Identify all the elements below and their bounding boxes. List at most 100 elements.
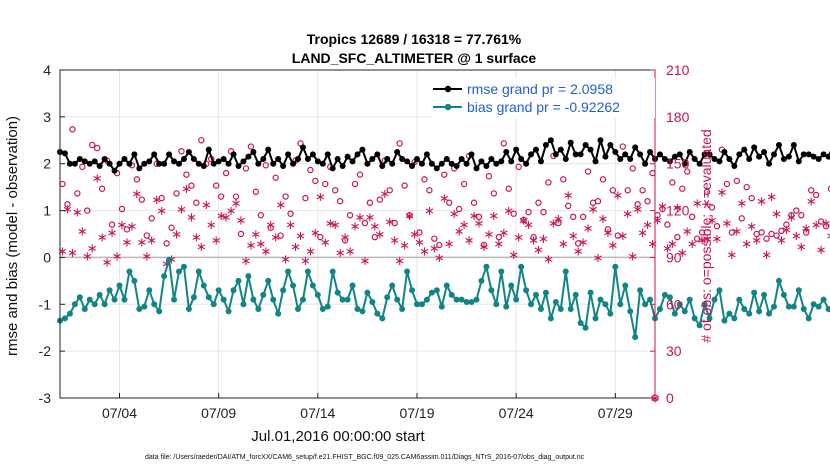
rmse-point (562, 156, 569, 163)
obs-evaluated-marker: ∗ (211, 234, 222, 249)
obs-possible-marker (123, 226, 131, 233)
bias-point (751, 289, 758, 296)
bias-point (756, 308, 763, 315)
bias-point (66, 310, 73, 317)
rmse-point (775, 141, 782, 148)
obs-evaluated-marker: ∗ (687, 237, 698, 252)
rmse-point (91, 158, 98, 165)
obs-evaluated-marker: ∗ (622, 207, 633, 222)
obs-evaluated-marker: ∗ (776, 234, 787, 249)
obs-evaluated-marker: ∗ (176, 203, 187, 218)
obs-possible-marker (282, 193, 289, 200)
obs-possible-marker (500, 140, 507, 147)
bias-point (344, 296, 351, 303)
obs-possible-marker (569, 213, 577, 221)
obs-evaluated-marker: ∗ (57, 245, 68, 260)
rmse-point (225, 160, 232, 167)
rmse-point (701, 151, 708, 158)
legend-box (431, 78, 655, 118)
bias-point (349, 282, 356, 289)
bias-point (329, 268, 336, 275)
rmse-point (106, 160, 113, 167)
obs-possible-marker (763, 235, 770, 242)
y-left-tick-label: 3 (43, 109, 51, 125)
y-right-tick-label: 90 (666, 249, 682, 265)
rmse-point (756, 153, 763, 160)
obs-possible-marker (495, 233, 503, 241)
obs-evaluated-marker: ∗ (295, 229, 306, 244)
rmse-point (587, 146, 594, 153)
rmse-point (185, 149, 192, 155)
rmse-point (547, 137, 554, 144)
rmse-point (463, 160, 470, 167)
bias-point (171, 296, 178, 303)
obs-evaluated-marker: ∗ (702, 232, 713, 247)
rmse-point (111, 167, 118, 174)
obs-evaluated-marker: ∗ (67, 246, 78, 261)
obs-evaluated-marker: ∗ (231, 196, 242, 211)
obs-evaluated-marker: ∗ (315, 190, 326, 205)
obs-possible-marker (609, 187, 617, 194)
bias-point (141, 303, 148, 310)
x-tick-label: 07/19 (399, 405, 434, 421)
obs-evaluated-marker: ∗ (568, 229, 579, 244)
rmse-point (235, 163, 242, 170)
bias-point (235, 277, 242, 284)
obs-possible-marker (346, 212, 354, 219)
x-axis-label: Jul.01,2016 00:00:00 start (251, 428, 425, 445)
rmse-point (632, 144, 639, 151)
x-tick-label: 07/04 (102, 405, 137, 421)
obs-possible-marker (679, 185, 686, 192)
x-tick-label: 07/24 (499, 405, 534, 421)
obs-possible-marker (807, 187, 815, 194)
obs-evaluated-marker: ∗ (206, 218, 217, 233)
obs-evaluated-marker: ∗ (796, 240, 807, 255)
bias-point (523, 287, 530, 294)
obs-evaluated-marker: ∗ (483, 228, 494, 243)
obs-evaluated-marker: ∗ (632, 203, 643, 218)
rmse-point (438, 160, 445, 167)
rmse-point (190, 156, 197, 163)
bias-point (701, 301, 708, 308)
obs-possible-marker (138, 196, 146, 203)
bias-point (716, 287, 723, 294)
bias-point (453, 296, 460, 303)
obs-evaluated-marker: ∗ (543, 252, 554, 267)
obs-evaluated-marker: ∗ (736, 196, 747, 211)
rmse-point (473, 165, 480, 172)
bias-point (542, 289, 549, 296)
obs-evaluated-marker: ∗ (429, 242, 440, 257)
bias-point (76, 294, 83, 301)
bias-point (240, 301, 247, 308)
x-tick-label: 07/09 (201, 405, 236, 421)
rmse-point (810, 153, 817, 160)
bias-point (582, 324, 589, 331)
obs-evaluated-marker: ∗ (469, 209, 480, 224)
obs-possible-marker (158, 194, 165, 202)
obs-evaluated-marker: ∗ (612, 188, 623, 203)
rmse-point (260, 156, 267, 163)
obs-evaluated-marker: ∗ (726, 248, 737, 263)
bias-point (622, 282, 629, 289)
obs-possible-marker (232, 193, 240, 200)
bias-series (57, 256, 830, 341)
obs-possible-marker (817, 218, 825, 225)
obs-evaluated-marker: ∗ (672, 201, 683, 216)
obs-possible-marker (93, 144, 101, 152)
obs-evaluated-marker: ∗ (171, 228, 182, 243)
rmse-point (76, 156, 83, 163)
bias-point (771, 303, 777, 310)
obs-possible-marker (287, 210, 294, 217)
bias-point (617, 301, 624, 308)
bias-point (766, 310, 773, 317)
rmse-point (250, 149, 257, 155)
obs-evaluated-marker: ∗ (523, 218, 534, 233)
y-left-tick-label: 1 (43, 203, 51, 219)
obs-evaluated-marker: ∗ (384, 215, 395, 230)
obs-possible-marker (59, 180, 66, 188)
obs-evaluated-marker: ∗ (597, 212, 608, 227)
rmse-point (443, 156, 450, 163)
obs-evaluated-marker: ∗ (275, 198, 286, 213)
bias-point (384, 294, 391, 301)
rmse-point (364, 160, 371, 167)
